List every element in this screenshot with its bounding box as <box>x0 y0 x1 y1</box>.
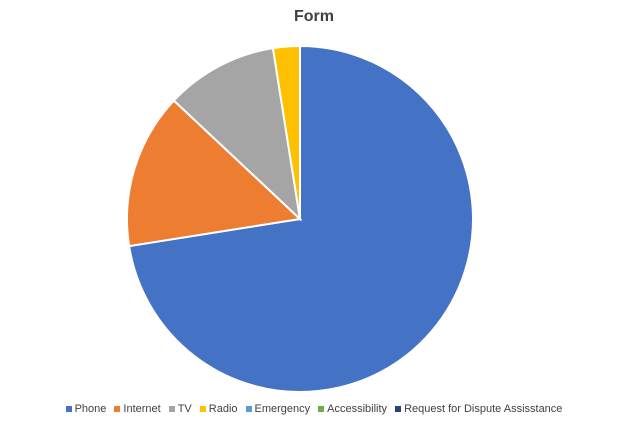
legend-swatch <box>245 406 252 412</box>
chart-legend: Phone Internet TV Radio Emergency Accessibili… <box>0 403 628 415</box>
legend-swatch <box>65 406 72 412</box>
pie-slice-tv <box>172 46 302 222</box>
legend-item-internet: Internet <box>114 403 161 415</box>
legend-label: Internet <box>123 403 161 415</box>
legend-label: TV <box>177 403 192 415</box>
pie-slice-internet <box>126 99 303 248</box>
legend-item-radio: Radio <box>199 403 238 415</box>
legend-label: Emergency <box>254 403 311 415</box>
legend-item-request-for-dispute-assisstance: Request for Dispute Assisstance <box>395 403 562 415</box>
legend-swatch <box>395 406 402 412</box>
legend-item-emergency: Emergency <box>245 403 311 415</box>
legend-label: Request for Dispute Assisstance <box>404 403 563 415</box>
legend-swatch <box>114 406 121 412</box>
chart-title: Form <box>294 8 334 25</box>
legend-item-tv: TV <box>168 403 192 415</box>
legend-label: Radio <box>208 403 238 415</box>
legend-item-phone: Phone <box>65 403 107 415</box>
legend-item-accessibility: Accessibility <box>318 403 387 415</box>
legend-label: Phone <box>74 403 107 415</box>
legend-swatch <box>199 406 206 412</box>
legend-swatch <box>318 406 325 412</box>
legend-swatch <box>168 406 175 412</box>
legend-label: Accessibility <box>327 403 388 415</box>
pie-slice-radio <box>271 44 301 220</box>
